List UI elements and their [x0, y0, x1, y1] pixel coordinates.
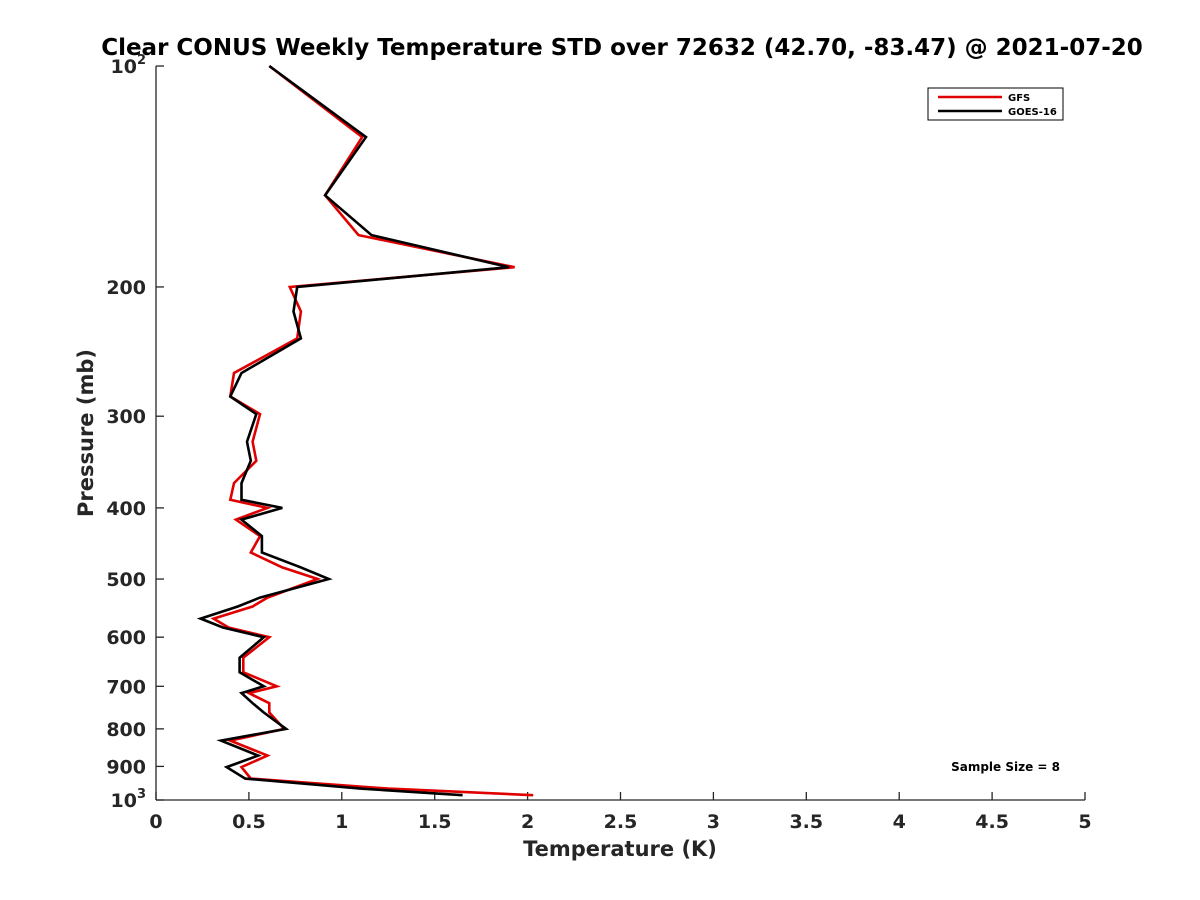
x-tick-label: 2 [521, 811, 534, 833]
y-tick-label: 102 [111, 53, 147, 78]
y-ticks: 102 200 300 400 500 600 700 800 900 103 [106, 53, 164, 812]
x-tick-label: 1 [335, 811, 348, 833]
y-axis-label: Pressure (mb) [74, 349, 98, 517]
legend-box [927, 87, 1064, 121]
x-tick-label: 3 [707, 811, 720, 833]
y-tick-label: 900 [106, 756, 146, 778]
x-tick-label: 1.5 [418, 811, 452, 833]
x-tick-label: 5 [1078, 811, 1091, 833]
x-tick-label: 0.5 [232, 811, 266, 833]
x-tick-label: 4.5 [975, 811, 1009, 833]
series-line-goes16 [196, 64, 510, 797]
plot-area [155, 66, 1085, 801]
legend: GFS GOES-16 [927, 87, 1064, 121]
series-group [196, 64, 534, 797]
y-tick-label: 400 [106, 498, 146, 520]
chart-title: Clear CONUS Weekly Temperature STD over … [101, 35, 1143, 61]
x-tick-label: 0 [149, 811, 162, 833]
x-tick-label: 4 [893, 811, 906, 833]
x-ticks: 0 0.5 1 1.5 2 2.5 3 3.5 4 4.5 5 [149, 792, 1092, 833]
y-tick-label: 300 [106, 406, 146, 428]
sample-size-annotation: Sample Size = 8 [951, 760, 1060, 774]
y-tick-label: 500 [106, 569, 146, 591]
y-tick-label: 700 [106, 676, 146, 698]
x-axis-label: Temperature (K) [523, 837, 717, 861]
x-tick-label: 2.5 [604, 811, 638, 833]
x-tick-label: 3.5 [789, 811, 823, 833]
legend-label-goes16: GOES-16 [1008, 107, 1057, 118]
y-tick-label: 103 [111, 787, 147, 812]
y-tick-label: 200 [106, 277, 146, 299]
legend-label-gfs: GFS [1008, 93, 1030, 104]
y-tick-label: 600 [106, 627, 146, 649]
y-tick-label: 800 [106, 719, 146, 741]
